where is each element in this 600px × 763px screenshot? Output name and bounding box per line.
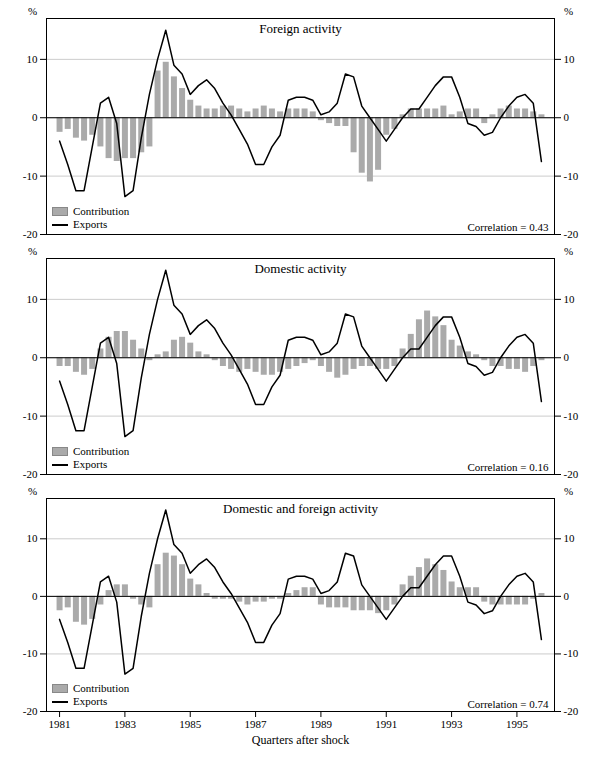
- svg-text:-20: -20: [564, 468, 579, 480]
- svg-text:0: 0: [564, 351, 570, 363]
- svg-text:0: 0: [32, 590, 38, 602]
- svg-text:-20: -20: [564, 705, 579, 717]
- svg-text:1993: 1993: [441, 718, 464, 730]
- svg-text:-10: -10: [564, 410, 579, 422]
- svg-text:0: 0: [32, 351, 38, 363]
- svg-text:-10: -10: [564, 647, 579, 659]
- svg-text:-10: -10: [23, 170, 38, 182]
- svg-text:%: %: [564, 245, 573, 257]
- html-text:Contribution: Contribution: [73, 445, 130, 457]
- svg-text:-20: -20: [564, 228, 579, 240]
- svg-text:Correlation = 0.43: Correlation = 0.43: [467, 221, 549, 233]
- svg-text:0: 0: [32, 111, 38, 123]
- svg-text:%: %: [564, 5, 573, 17]
- html-text:Exports: Exports: [73, 458, 108, 470]
- svg-text:Correlation = 0.16: Correlation = 0.16: [467, 461, 549, 473]
- svg-text:1981: 1981: [49, 718, 71, 730]
- svg-text:1987: 1987: [245, 718, 268, 730]
- html-text:Exports: Exports: [73, 218, 108, 230]
- svg-text:1983: 1983: [114, 718, 137, 730]
- svg-text:%: %: [28, 245, 37, 257]
- svg-text:Domestic and foreign activity: Domestic and foreign activity: [223, 501, 378, 516]
- svg-text:1995: 1995: [506, 718, 529, 730]
- svg-text:-10: -10: [23, 410, 38, 422]
- svg-text:1991: 1991: [375, 718, 397, 730]
- svg-text:10: 10: [27, 53, 39, 65]
- svg-text:Correlation = 0.74: Correlation = 0.74: [467, 698, 549, 710]
- html-text:Contribution: Contribution: [73, 205, 130, 217]
- svg-text:-20: -20: [23, 705, 38, 717]
- html-text:Exports: Exports: [73, 695, 108, 707]
- svg-text:-10: -10: [564, 170, 579, 182]
- svg-text:10: 10: [564, 53, 576, 65]
- svg-text:10: 10: [27, 532, 39, 544]
- svg-text:%: %: [564, 485, 573, 497]
- svg-text:0: 0: [564, 590, 570, 602]
- svg-text:%: %: [28, 485, 37, 497]
- svg-text:%: %: [28, 5, 37, 17]
- svg-text:10: 10: [27, 293, 39, 305]
- svg-text:1989: 1989: [310, 718, 333, 730]
- svg-text:10: 10: [564, 293, 576, 305]
- svg-text:Foreign activity: Foreign activity: [259, 21, 342, 36]
- svg-text:10: 10: [564, 532, 576, 544]
- svg-text:-20: -20: [23, 468, 38, 480]
- svg-text:0: 0: [564, 111, 570, 123]
- svg-text:Domestic activity: Domestic activity: [254, 261, 347, 276]
- svg-text:-20: -20: [23, 228, 38, 240]
- svg-text:Quarters after shock: Quarters after shock: [252, 733, 349, 747]
- svg-text:-10: -10: [23, 647, 38, 659]
- svg-text:1985: 1985: [179, 718, 202, 730]
- html-text:Contribution: Contribution: [73, 682, 130, 694]
